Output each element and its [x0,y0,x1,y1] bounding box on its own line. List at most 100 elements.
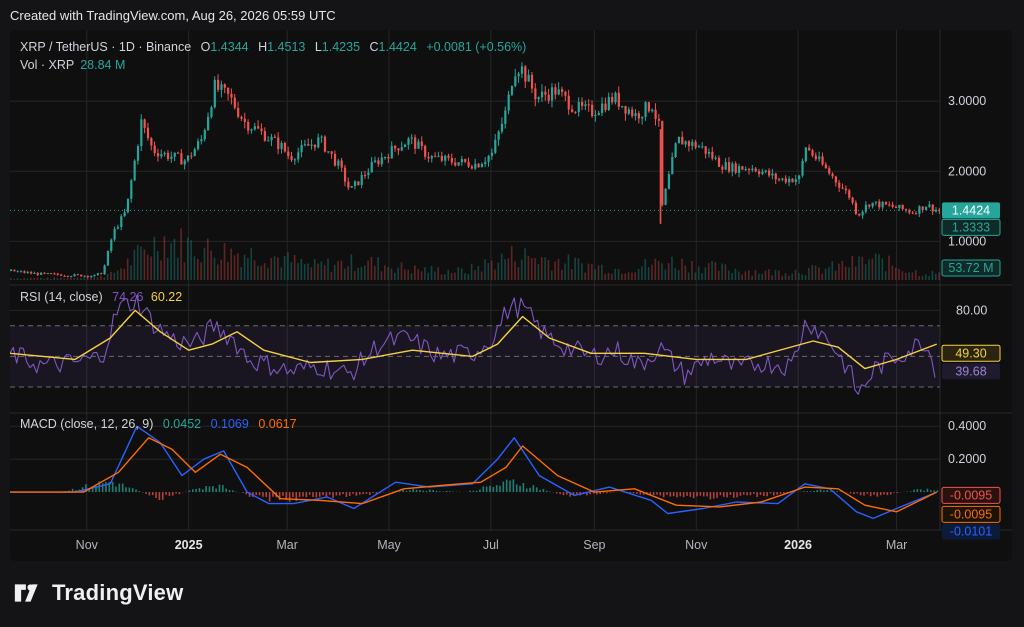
candle-body [634,113,637,116]
volume-bar [143,249,146,280]
candle-body [834,176,838,183]
candle-body [83,275,86,277]
volume-bar [507,258,510,280]
candle-body [437,155,440,157]
volume-bar [250,247,253,280]
candle-body [103,265,106,275]
macd-histogram-bar [348,492,351,496]
volume-bar [243,254,246,280]
candle-body [357,181,360,186]
volume-bar [363,265,366,280]
macd-histogram-bar [509,480,511,493]
x-tick-label: Nov [76,538,99,552]
volume-bar [340,260,343,280]
candle-body [577,101,580,113]
candle-body [470,166,474,169]
volume-bar [651,264,653,280]
secondary-price-badge-bg [941,218,1001,236]
rsi-ma-badge: 49.30 [955,346,986,360]
volume-bar [534,258,536,280]
macd-histogram-bar [308,492,311,495]
candle-body [150,138,153,146]
volume-bar [417,269,419,280]
volume-bar [894,267,897,280]
macd-histogram-bar [883,492,885,495]
candle-body [474,163,477,169]
volume-bar [76,277,79,280]
macd-histogram-bar [412,488,414,493]
volume-bar [43,278,45,280]
volume-bar [220,259,222,280]
volume-bar [434,271,436,280]
volume-bar [587,263,590,280]
candle-body [911,212,914,214]
candle-body [307,144,310,146]
macd-histogram-bar [569,492,571,497]
volume-bar [323,265,326,280]
candle-body [691,141,694,146]
volume-bar [33,278,35,280]
candle-body [330,151,333,154]
volume-bar [818,267,820,280]
volume-bar [457,267,460,280]
candle-body [394,145,397,149]
volume-bar [350,254,353,280]
candle-body [514,76,517,87]
macd-histogram-bar [749,492,752,496]
volume-bar [60,277,62,280]
candle-body [667,174,671,189]
volume-bar [494,269,496,280]
macd-histogram-bar [692,492,695,499]
macd-histogram-bar [368,492,371,495]
macd-histogram-bar [682,492,685,498]
candle-body [380,157,383,165]
candle-body [424,145,427,157]
candle-body [40,272,43,275]
candle-body [924,206,928,210]
candle-body [293,159,297,161]
volume-bar [30,277,32,280]
macd-histogram-bar [545,490,548,493]
volume-bar [727,270,730,280]
candle-body [347,181,350,188]
macd-histogram-bar [679,492,682,497]
macd-histogram-bar [752,492,755,494]
chart-svg[interactable]: Nov 2025 Mar May Jul Sep Nov 2026 Mar 3.0000 2.000… [10,30,1012,561]
volume-bar [554,261,556,280]
macd-histogram-bar [405,491,408,493]
volume-bar [263,263,266,280]
macd-histogram-bar [402,489,404,493]
candle-body [197,141,200,150]
macd-histogram-bar [649,492,652,496]
candle-body [460,158,464,163]
tradingview-logo-icon [14,584,38,602]
volume-bar [180,228,182,280]
candle-body [367,172,370,176]
candle-body [818,156,821,160]
macd-histogram-bar [732,492,735,498]
volume-bar [791,273,794,280]
candle-body [113,228,116,240]
candle-body [684,141,687,145]
macd-histogram-bar [522,483,525,493]
macd-histogram-bar [338,492,341,496]
macd-histogram-bar [923,490,925,493]
candle-body [193,149,196,157]
x-tick-label: May [377,538,401,552]
candle-body [824,164,827,169]
candle-body [530,74,534,89]
candle-body [500,123,504,132]
candle-body [567,95,570,110]
macd-histogram-bar [108,482,111,493]
volume-bar [186,237,189,280]
volume-bar [283,256,286,280]
candle-body [831,173,834,177]
candle-body [260,128,263,132]
candle-body [60,274,63,276]
candle-body [93,274,96,277]
volume-bar [153,236,156,280]
volume-bar [584,272,586,280]
macd-histogram-bar [135,489,137,493]
candle-body [711,151,714,159]
chart-frame[interactable]: Nov 2025 Mar May Jul Sep Nov 2026 Mar 3.0000 2.000… [10,30,1012,561]
